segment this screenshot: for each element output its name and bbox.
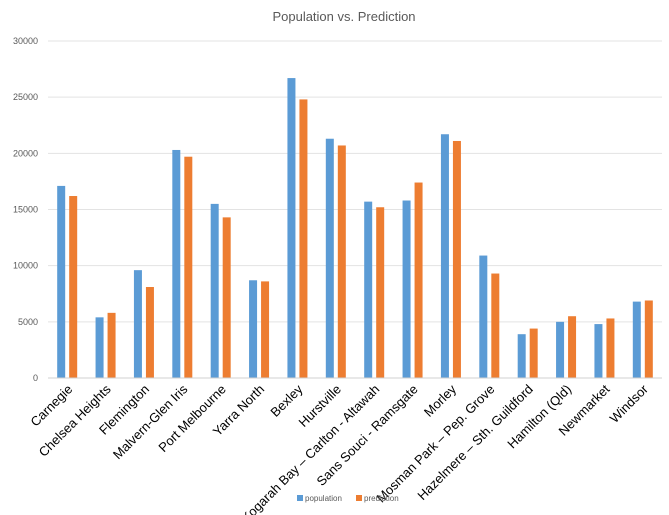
bar-population: [594, 324, 603, 378]
bar-prediction: [222, 217, 231, 378]
bar-prediction: [568, 316, 577, 378]
bar-prediction: [145, 287, 154, 378]
bars: [57, 78, 653, 378]
bar-population: [556, 321, 565, 378]
bar-prediction: [376, 207, 385, 378]
y-tick-label: 30000: [13, 36, 38, 46]
y-tick-label: 5000: [18, 317, 38, 327]
x-tick-label: Port Melbourne: [155, 382, 228, 455]
bar-population: [632, 301, 641, 378]
bar-prediction: [414, 182, 423, 378]
bar-population: [517, 334, 526, 378]
legend: population prediction: [297, 494, 399, 503]
legend-swatch-prediction: [356, 495, 362, 501]
bar-population: [57, 185, 66, 378]
bar-prediction: [491, 273, 500, 378]
bar-prediction: [299, 99, 308, 378]
bar-population: [440, 134, 449, 378]
y-tick-label: 25000: [13, 92, 38, 102]
y-tick-label: 10000: [13, 261, 38, 271]
bar-population: [364, 201, 373, 378]
legend-label-population: population: [305, 494, 342, 503]
bar-prediction: [529, 328, 538, 378]
legend-swatch-population: [297, 495, 303, 501]
x-tick-label: Windsor: [607, 381, 652, 426]
bar-population: [325, 138, 334, 378]
bar-population: [402, 200, 411, 378]
bar-prediction: [644, 300, 653, 378]
y-tick-label: 0: [33, 373, 38, 383]
bar-population: [133, 270, 142, 378]
bar-prediction: [261, 281, 270, 378]
y-tick-label: 20000: [13, 148, 38, 158]
bar-prediction: [452, 140, 461, 378]
y-axis-tick-labels: 0 5000 10000 15000 20000 25000 30000: [13, 36, 38, 383]
chart-title: Population vs. Prediction: [272, 9, 415, 24]
bar-population: [287, 78, 296, 378]
bar-prediction: [337, 145, 346, 378]
bar-prediction: [69, 196, 78, 378]
bar-population: [210, 203, 219, 378]
bar-prediction: [107, 312, 116, 378]
bar-prediction: [184, 156, 193, 378]
y-tick-label: 15000: [13, 205, 38, 215]
legend-label-prediction: prediction: [364, 494, 399, 503]
bar-population: [479, 255, 488, 378]
bar-population: [249, 280, 258, 378]
bar-prediction: [606, 318, 615, 378]
bar-population: [95, 317, 104, 378]
bar-population: [172, 149, 181, 378]
